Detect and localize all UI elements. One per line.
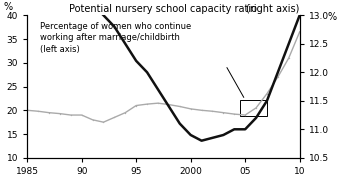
Y-axis label: %: % <box>328 12 337 22</box>
Title: Potential nursery school capacity ratio: Potential nursery school capacity ratio <box>69 4 257 14</box>
Bar <box>240 100 267 116</box>
Text: Percentage of women who continue
working after marriage/childbirth
(left axis): Percentage of women who continue working… <box>40 22 191 54</box>
Text: (right axis): (right axis) <box>246 4 300 14</box>
Y-axis label: %: % <box>3 2 13 12</box>
